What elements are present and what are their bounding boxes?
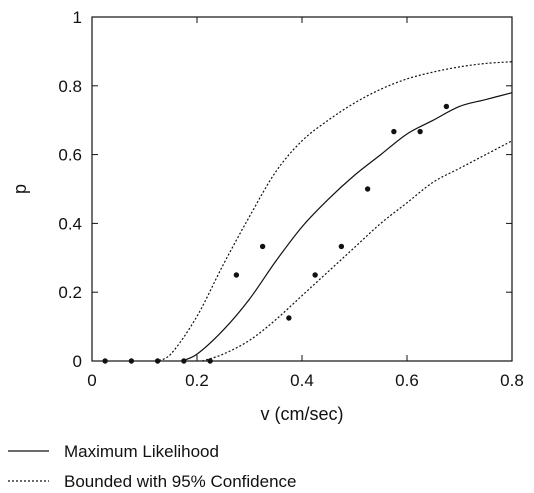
confidence-bound-curve [202,140,513,362]
x-tick-label: 0 [87,371,96,390]
x-tick-label: 0.2 [185,371,209,390]
y-tick-label: 0 [73,352,82,371]
curves [154,61,513,362]
data-point [338,243,345,250]
y-axis-ticks: 0 0.2 0.4 0.6 0.8 1 [58,8,512,371]
y-axis-label: p [10,184,30,194]
x-tick-label: 0.4 [290,371,314,390]
legend-label-maximum-likelihood: Maximum Likelihood [64,442,219,461]
confidence-bound-curve [154,61,513,362]
legend: Maximum Likelihood Bounded with 95% Conf… [8,442,297,491]
data-point [391,128,397,135]
data-point [154,358,161,364]
data-point [181,358,187,364]
x-tick-label: 0.6 [395,371,419,390]
data-point [128,358,135,364]
data-point [364,186,371,192]
y-tick-label: 0.8 [58,77,82,96]
observed-points [102,103,450,364]
plot-frame [91,16,513,362]
maximum-likelihood-curve [181,92,513,362]
y-tick-label: 1 [73,8,82,27]
data-point [102,358,108,364]
data-point [207,358,213,364]
data-point [259,243,266,250]
data-point [286,315,292,321]
data-point [312,272,318,278]
x-tick-label: 0.8 [500,371,524,390]
legend-label-confidence-bound: Bounded with 95% Confidence [64,472,297,491]
x-axis-ticks: 0 0.2 0.4 0.6 0.8 [87,17,524,390]
y-tick-label: 0.4 [58,214,82,233]
data-point [233,272,240,278]
data-point [443,103,450,110]
x-axis-label: v (cm/sec) [261,404,344,424]
y-tick-label: 0.2 [58,283,82,302]
y-tick-label: 0.6 [58,146,82,165]
data-point [417,128,423,135]
